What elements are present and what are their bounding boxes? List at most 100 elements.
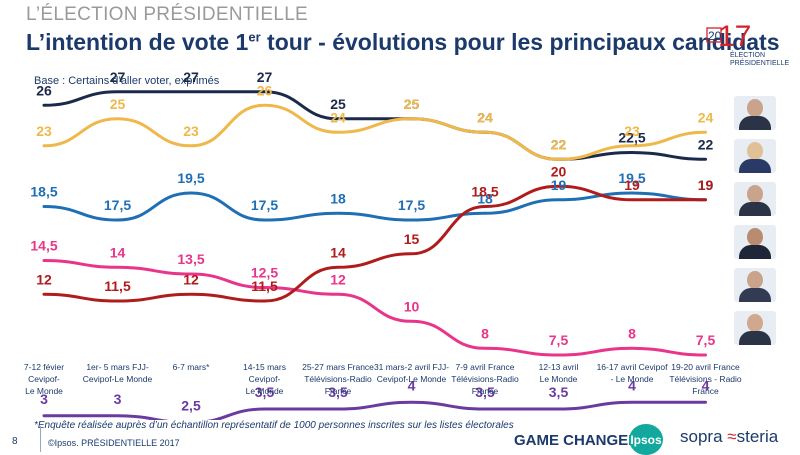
data-label: 27: [110, 69, 126, 85]
page-number: 8: [12, 436, 18, 447]
data-label: 7,5: [696, 332, 716, 348]
sopra-word: sopra: [680, 427, 723, 446]
data-label: 7,5: [549, 332, 569, 348]
candidate-photo-1: [734, 96, 776, 130]
steria-word: steria: [736, 427, 779, 446]
data-label: 26: [36, 82, 52, 98]
data-label: 18: [477, 190, 493, 206]
logo-line1: ÉLECTION: [730, 50, 765, 59]
data-label: 22: [551, 136, 567, 152]
data-label: 24: [698, 109, 714, 125]
page-title: L’intention de vote 1er tour - évolution…: [26, 29, 780, 56]
data-label: 4: [408, 377, 416, 393]
x-tick-label: 16-17 avril Cevipof - Le Monde: [597, 362, 669, 384]
candidate-photo-5: [734, 268, 776, 302]
data-label: 18: [330, 190, 346, 206]
data-label: 27: [183, 69, 199, 85]
data-label: 13,5: [177, 251, 204, 267]
candidate-photo-4: [734, 225, 776, 259]
data-label: 24: [330, 109, 346, 125]
data-label: 3,5: [328, 384, 348, 400]
data-label: 3,5: [255, 384, 275, 400]
data-label: 15: [404, 231, 420, 247]
data-label: 19,5: [618, 170, 645, 186]
series-line-6: [42, 400, 707, 420]
data-label: 26: [257, 82, 273, 98]
x-tick-label: 1er- 5 mars FJJ-Cevipof-Le Monde: [83, 362, 153, 384]
data-label: 12,5: [251, 265, 278, 281]
series-line-4: [42, 259, 707, 357]
x-tick-label: 7-12 févier Cevipof-Le Monde: [24, 362, 64, 396]
series-line-3: [42, 191, 707, 222]
data-label: 14: [330, 244, 346, 260]
data-label: 20: [551, 163, 567, 179]
footer-divider: [40, 426, 41, 452]
data-label: 22: [551, 136, 567, 152]
game-changers-logo: GAME CHANGERS: [514, 432, 650, 449]
data-label: 19,5: [177, 170, 204, 186]
logo-year-digits: 17: [718, 20, 751, 53]
data-label: 25: [404, 96, 420, 112]
data-label: 24: [477, 109, 493, 125]
sopra-mark: ≈: [727, 427, 737, 446]
data-label: 12: [330, 271, 346, 287]
data-label: 23: [183, 123, 199, 139]
data-label: 8: [628, 325, 636, 341]
section-kicker: L’ÉLECTION PRÉSIDENTIELLE: [26, 4, 309, 25]
data-label: 24: [477, 109, 493, 125]
data-label: 3: [40, 391, 48, 407]
candidate-photo-6: [734, 311, 776, 345]
data-label: 10: [404, 298, 420, 314]
data-label: 19: [698, 177, 714, 193]
title-main: L’intention de vote 1: [26, 29, 249, 55]
data-label: 22: [698, 136, 714, 152]
series-line-2: [42, 103, 707, 161]
sopra-steria-logo: sopra ≈steria: [680, 427, 778, 447]
series-line-5: [42, 184, 707, 303]
data-label: 23: [36, 123, 52, 139]
ipsos-logo: Ipsos: [629, 424, 663, 455]
data-label: 23: [624, 123, 640, 139]
data-label: 3,5: [549, 384, 569, 400]
election-2017-logo: 20 17 ÉLECTION PRÉSIDENTIELLE: [706, 20, 789, 67]
data-label: 3,5: [475, 384, 495, 400]
data-label: 17,5: [398, 197, 425, 213]
data-label: 22,5: [618, 130, 645, 146]
data-label: 11,5: [251, 278, 278, 294]
data-label: 19: [551, 177, 567, 193]
x-tick-label: 14-15 mars Cevipof-Le Monde: [243, 362, 286, 396]
logo-line2: PRÉSIDENTIELLE: [730, 58, 789, 67]
data-label: 25: [404, 96, 420, 112]
x-tick-label: 6-7 mars*: [173, 362, 211, 372]
title-superscript: er: [248, 29, 261, 45]
data-label: 4: [702, 377, 710, 393]
x-tick-label: 19-20 avril France Télévisions - Radio Fra…: [669, 362, 742, 396]
survey-footnote: *Enquête réalisée auprès d’un échantillo…: [34, 420, 514, 431]
copyright-source: ©Ipsos. PRÉSIDENTIELLE 2017: [48, 438, 180, 448]
data-label: 2,5: [181, 398, 201, 414]
data-label: 12: [183, 271, 199, 287]
candidate-photo-3: [734, 182, 776, 216]
data-label: 4: [628, 377, 636, 393]
x-tick-label: 31 mars-2 avril FJJ-Cevipof-Le Monde: [374, 362, 449, 384]
data-label: 25: [110, 96, 126, 112]
data-label: 12: [36, 271, 52, 287]
candidate-photo-2: [734, 139, 776, 173]
x-tick-label: 7-9 avril France Télévisions-Radio France: [451, 362, 519, 396]
logo-frame: [706, 27, 722, 43]
data-label: 17,5: [104, 197, 131, 213]
data-label: 25: [330, 96, 346, 112]
data-label: 17,5: [251, 197, 278, 213]
data-label: 27: [257, 69, 273, 85]
x-tick-label: 25-27 mars France Télévisions-Radio France: [302, 362, 374, 396]
data-label: 14: [110, 244, 126, 260]
data-label: 3: [114, 391, 122, 407]
data-label: 18,5: [471, 184, 498, 200]
title-rest: tour - évolutions pour les principaux ca…: [260, 29, 780, 55]
base-note: Base : Certains d’aller voter, exprimés: [34, 75, 220, 87]
data-label: 8: [481, 325, 489, 341]
data-label: 19: [698, 177, 714, 193]
data-label: 18,5: [30, 184, 57, 200]
data-label: 11,5: [104, 278, 131, 294]
